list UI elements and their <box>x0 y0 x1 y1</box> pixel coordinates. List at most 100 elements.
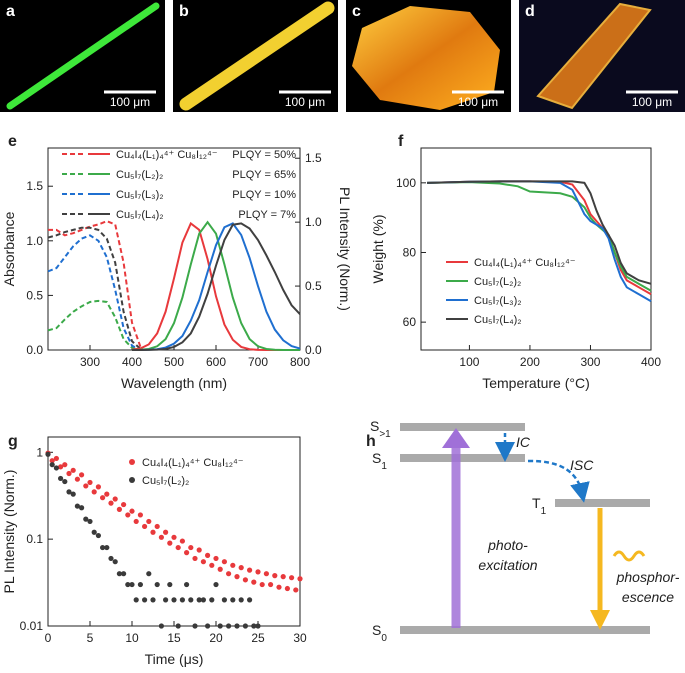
isc-label: ISC <box>570 457 594 473</box>
level-label: T1 <box>532 495 547 517</box>
emission-label: escence <box>622 589 674 605</box>
y2-tick-label: 1.5 <box>305 151 322 165</box>
x-tick-label: 600 <box>206 355 226 369</box>
y-tick-label: 0.5 <box>26 288 43 302</box>
data-point <box>284 585 290 592</box>
y-tick-label: 100 <box>396 176 416 190</box>
panel-label: b <box>179 3 189 20</box>
data-point <box>70 467 76 473</box>
energy-level <box>400 454 525 462</box>
series-line <box>131 220 300 351</box>
data-point <box>188 544 194 551</box>
data-point <box>209 562 215 568</box>
data-point <box>293 587 299 593</box>
x-tick-label: 700 <box>248 355 268 369</box>
y2-tick-label: 0.0 <box>305 343 322 357</box>
arrow-head <box>442 428 470 448</box>
data-point <box>87 479 93 486</box>
data-point <box>289 575 295 581</box>
data-point <box>74 503 80 509</box>
data-point <box>184 581 190 588</box>
chart: g 0 5 10 15 20 25 30 0.01 0.1 1 Time (μs) PL Intensi… <box>1 433 307 667</box>
scale-text: 100 μm <box>285 95 325 109</box>
data-point <box>242 623 248 629</box>
data-point <box>163 529 169 535</box>
data-point <box>129 581 135 588</box>
data-point <box>45 451 51 457</box>
excitation-label: photo- <box>487 537 528 553</box>
annotation: PLQY = 10% <box>232 189 296 201</box>
level-sub: 1 <box>541 506 547 517</box>
crystal <box>179 1 335 111</box>
level-text: S <box>370 418 379 434</box>
level-sub: 1 <box>381 461 387 472</box>
series-line <box>427 180 652 303</box>
excitation-label: excitation <box>478 557 537 573</box>
data-point <box>49 462 55 468</box>
data-point <box>221 597 227 603</box>
panel-label: g <box>8 433 18 450</box>
data-point <box>200 597 206 603</box>
series-line <box>47 299 141 351</box>
series-line <box>48 220 142 348</box>
data-point <box>255 569 261 575</box>
data-point <box>280 574 286 580</box>
x-axis-label: Temperature (°C) <box>482 375 590 391</box>
data-point <box>247 567 253 573</box>
image-c: c 100 μm <box>346 0 511 112</box>
data-point <box>230 597 236 603</box>
legend-marker <box>129 477 135 483</box>
data-point <box>200 559 206 565</box>
legend-label: Cu₅I₇(L₃)₂ <box>116 189 164 201</box>
data-point <box>205 552 211 558</box>
data-point <box>91 489 97 495</box>
data-point <box>125 512 131 518</box>
data-point <box>70 491 76 497</box>
data-point <box>163 597 169 603</box>
x-tick-label: 200 <box>520 355 540 369</box>
data-point <box>238 597 244 603</box>
x-tick-label: 300 <box>580 355 600 369</box>
legend-marker <box>129 459 135 465</box>
x-tick-label: 10 <box>125 631 139 645</box>
data-point <box>100 544 106 551</box>
data-point <box>112 496 118 502</box>
data-point <box>175 623 181 629</box>
data-point <box>58 464 64 470</box>
data-point <box>62 462 68 468</box>
y-tick-label: 1.0 <box>26 234 43 248</box>
data-point <box>125 581 131 588</box>
data-point <box>217 566 223 572</box>
data-point <box>100 495 106 501</box>
panel-label: f <box>398 133 404 150</box>
series-line <box>47 226 142 350</box>
data-point <box>171 534 177 540</box>
data-point <box>108 500 114 506</box>
legend-label: Cu₅I₇(L₂)₂ <box>474 276 521 288</box>
data-point <box>158 623 164 629</box>
data-point <box>95 532 101 539</box>
level-text: S <box>372 450 381 466</box>
data-point <box>167 540 173 546</box>
data-point <box>242 577 248 583</box>
data-point <box>213 555 219 562</box>
y2-tick-label: 0.5 <box>305 279 322 293</box>
data-point <box>116 506 122 513</box>
legend-label: Cu₄I₄(L₁)₄⁴⁺ Cu₈I₁₂⁴⁻ <box>142 457 244 469</box>
data-point <box>53 465 60 471</box>
data-point <box>226 623 232 629</box>
data-point <box>179 538 185 544</box>
data-point <box>133 518 139 525</box>
plot-frame <box>420 147 652 351</box>
emission-label: phosphor- <box>616 569 680 585</box>
x-tick-label: 500 <box>164 355 184 369</box>
panel-label: c <box>352 3 361 20</box>
data-point <box>91 529 97 535</box>
data-point <box>175 544 181 551</box>
level-label: S0 <box>372 622 387 644</box>
data-point <box>158 534 164 540</box>
